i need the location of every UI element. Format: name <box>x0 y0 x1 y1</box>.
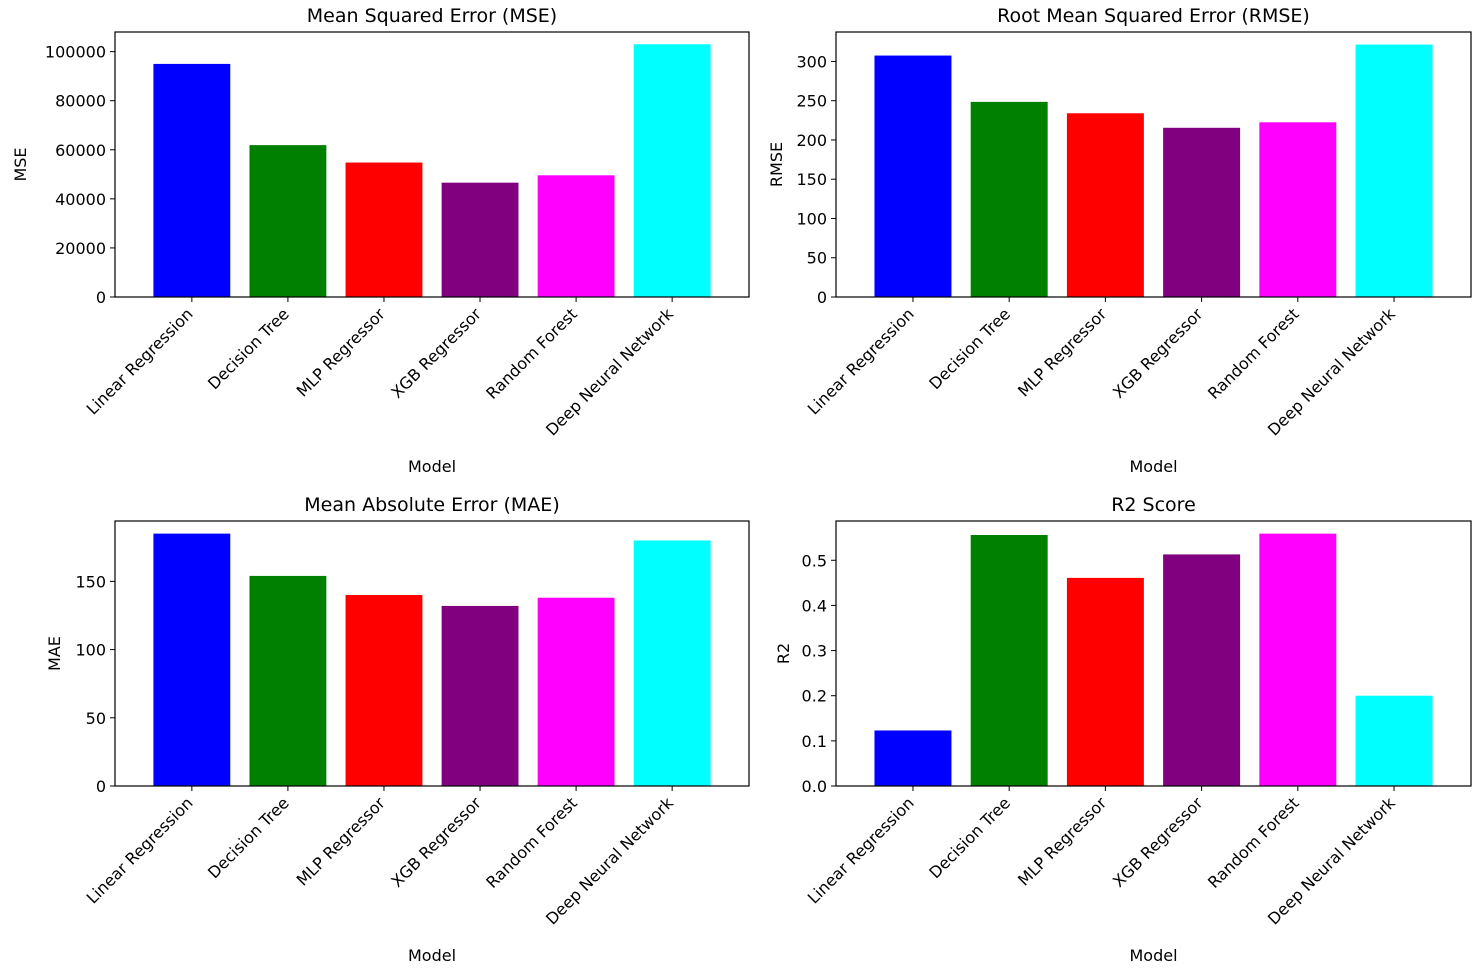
bar-deep-neural-network <box>633 44 711 297</box>
axes-frame <box>835 520 1472 787</box>
y-tick-label: 0 <box>96 288 106 307</box>
bar-random-forest <box>537 175 615 297</box>
chart-title: R2 Score <box>1111 494 1196 516</box>
y-tick-label: 20000 <box>55 239 106 258</box>
chart-title: Mean Squared Error (MSE) <box>307 5 557 27</box>
y-tick-label: 200 <box>796 131 827 150</box>
bar-xgb-regressor <box>441 605 519 786</box>
bar-decision-tree <box>970 101 1048 297</box>
x-tick-label: Decision Tree <box>204 793 293 882</box>
bar-random-forest <box>1259 122 1337 297</box>
x-tick-label: XGB Regressor <box>387 304 485 402</box>
x-tick-label: XGB Regressor <box>1109 793 1207 891</box>
y-tick-label: 300 <box>796 52 827 71</box>
bar-linear-regression <box>153 533 231 786</box>
bar-mlp-regressor <box>345 162 423 297</box>
chart-panel-3: Linear Regression Decision Tree MLP Regres… <box>774 494 1472 965</box>
x-tick-label: MLP Regressor <box>293 304 389 400</box>
bar-linear-regression <box>153 63 231 298</box>
y-tick-label: 250 <box>796 92 827 111</box>
x-tick-label: XGB Regressor <box>387 793 485 891</box>
bar-decision-tree <box>249 575 327 786</box>
y-tick-label: 100 <box>75 641 106 660</box>
bar-decision-tree <box>970 534 1048 786</box>
x-tick-label: Linear Regression <box>804 793 918 907</box>
y-tick-label: 0 <box>96 777 106 796</box>
y-tick-label: 50 <box>86 709 106 728</box>
y-tick-label: 0.5 <box>802 551 827 570</box>
y-tick-label: 150 <box>796 170 827 189</box>
x-tick-label: Random Forest <box>1204 793 1303 892</box>
y-tick-label: 60000 <box>55 141 106 160</box>
chart-title: Root Mean Squared Error (RMSE) <box>997 5 1310 27</box>
x-tick-label: Random Forest <box>482 304 581 403</box>
y-tick-label: 0.2 <box>802 687 827 706</box>
y-tick-label: 50 <box>807 249 827 268</box>
bar-random-forest <box>537 597 615 786</box>
bar-xgb-regressor <box>441 182 519 297</box>
bar-deep-neural-network <box>1355 44 1433 298</box>
x-tick-label: MLP Regressor <box>1014 304 1110 400</box>
x-tick-label: Decision Tree <box>204 304 293 393</box>
x-axis-label: Model <box>408 946 456 965</box>
y-tick-label: 0.4 <box>802 596 827 615</box>
y-tick-label: 0.3 <box>802 642 827 661</box>
bar-xgb-regressor <box>1163 554 1241 786</box>
y-axis-label: RMSE <box>767 142 786 187</box>
x-tick-label: Linear Regression <box>83 793 197 907</box>
y-tick-label: 40000 <box>55 190 106 209</box>
bar-mlp-regressor <box>345 595 423 786</box>
y-tick-label: 0 <box>817 288 827 307</box>
x-tick-label: MLP Regressor <box>1014 793 1110 889</box>
bar-linear-regression <box>874 55 952 298</box>
x-tick-label: Random Forest <box>1204 304 1303 403</box>
x-axis-label: Model <box>408 457 456 476</box>
y-tick-label: 80000 <box>55 92 106 111</box>
x-axis-label: Model <box>1129 457 1177 476</box>
y-axis-label: MSE <box>11 147 30 181</box>
y-tick-label: 100000 <box>45 43 106 62</box>
bar-deep-neural-network <box>1355 695 1433 786</box>
y-axis-label: MAE <box>45 636 64 671</box>
y-tick-label: 100 <box>796 209 827 228</box>
x-axis-label: Model <box>1129 946 1177 965</box>
chart-title: Mean Absolute Error (MAE) <box>304 494 559 516</box>
x-tick-label: MLP Regressor <box>293 793 389 889</box>
y-tick-label: 0.0 <box>802 777 827 796</box>
chart-panel-0: Linear Regression Decision Tree MLP Regres… <box>11 5 750 476</box>
chart-panel-1: Linear Regression Decision Tree MLP Regres… <box>767 5 1472 476</box>
bar-mlp-regressor <box>1066 113 1144 298</box>
x-tick-label: Linear Regression <box>804 304 918 418</box>
bar-deep-neural-network <box>633 540 711 786</box>
x-tick-label: Linear Regression <box>83 304 197 418</box>
y-axis-label: R2 <box>774 643 793 664</box>
axes-frame <box>114 31 750 298</box>
x-tick-label: Random Forest <box>482 793 581 892</box>
axes-frame <box>114 520 750 787</box>
bar-mlp-regressor <box>1066 577 1144 786</box>
bar-random-forest <box>1259 533 1337 786</box>
y-tick-label: 0.1 <box>802 732 827 751</box>
bar-decision-tree <box>249 145 327 297</box>
chart-panel-2: Linear Regression Decision Tree MLP Regres… <box>45 494 750 965</box>
bar-xgb-regressor <box>1163 127 1241 297</box>
x-tick-label: Decision Tree <box>925 304 1014 393</box>
y-tick-label: 150 <box>75 572 106 591</box>
x-tick-label: Decision Tree <box>925 793 1014 882</box>
axes-frame <box>835 31 1472 298</box>
bar-linear-regression <box>874 730 952 786</box>
x-tick-label: XGB Regressor <box>1109 304 1207 402</box>
